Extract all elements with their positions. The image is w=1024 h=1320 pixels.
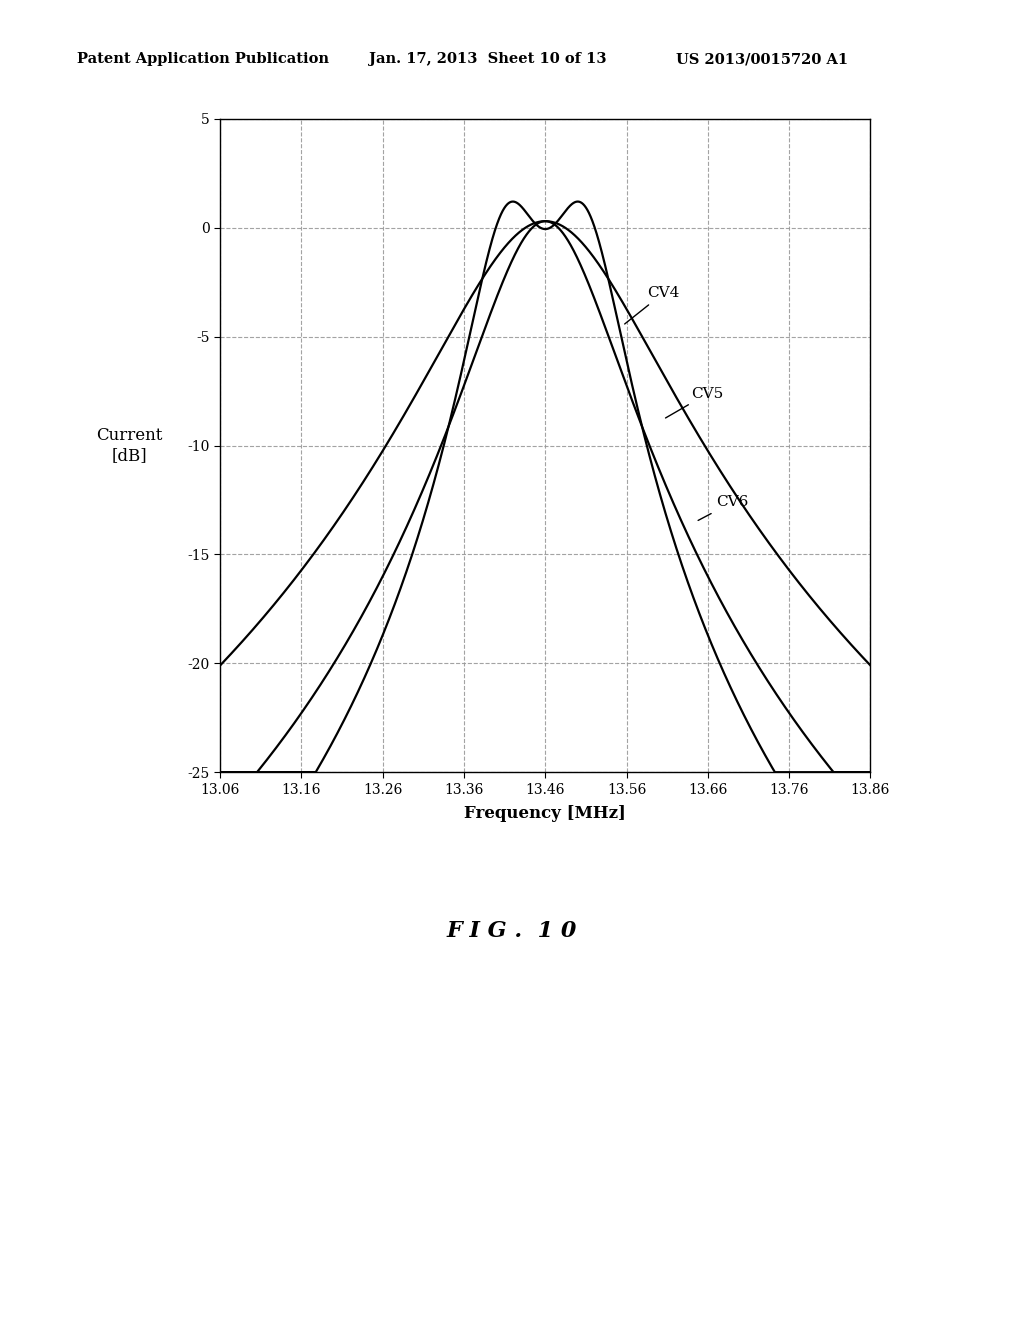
Text: Patent Application Publication: Patent Application Publication xyxy=(77,53,329,66)
X-axis label: Frequency [MHz]: Frequency [MHz] xyxy=(464,805,627,822)
Text: CV6: CV6 xyxy=(698,495,749,520)
Y-axis label: Current
[dB]: Current [dB] xyxy=(96,428,162,463)
Text: CV4: CV4 xyxy=(625,286,679,323)
Text: F I G .  1 0: F I G . 1 0 xyxy=(446,920,578,941)
Text: Jan. 17, 2013  Sheet 10 of 13: Jan. 17, 2013 Sheet 10 of 13 xyxy=(369,53,606,66)
Text: CV5: CV5 xyxy=(666,387,724,418)
Text: US 2013/0015720 A1: US 2013/0015720 A1 xyxy=(676,53,848,66)
